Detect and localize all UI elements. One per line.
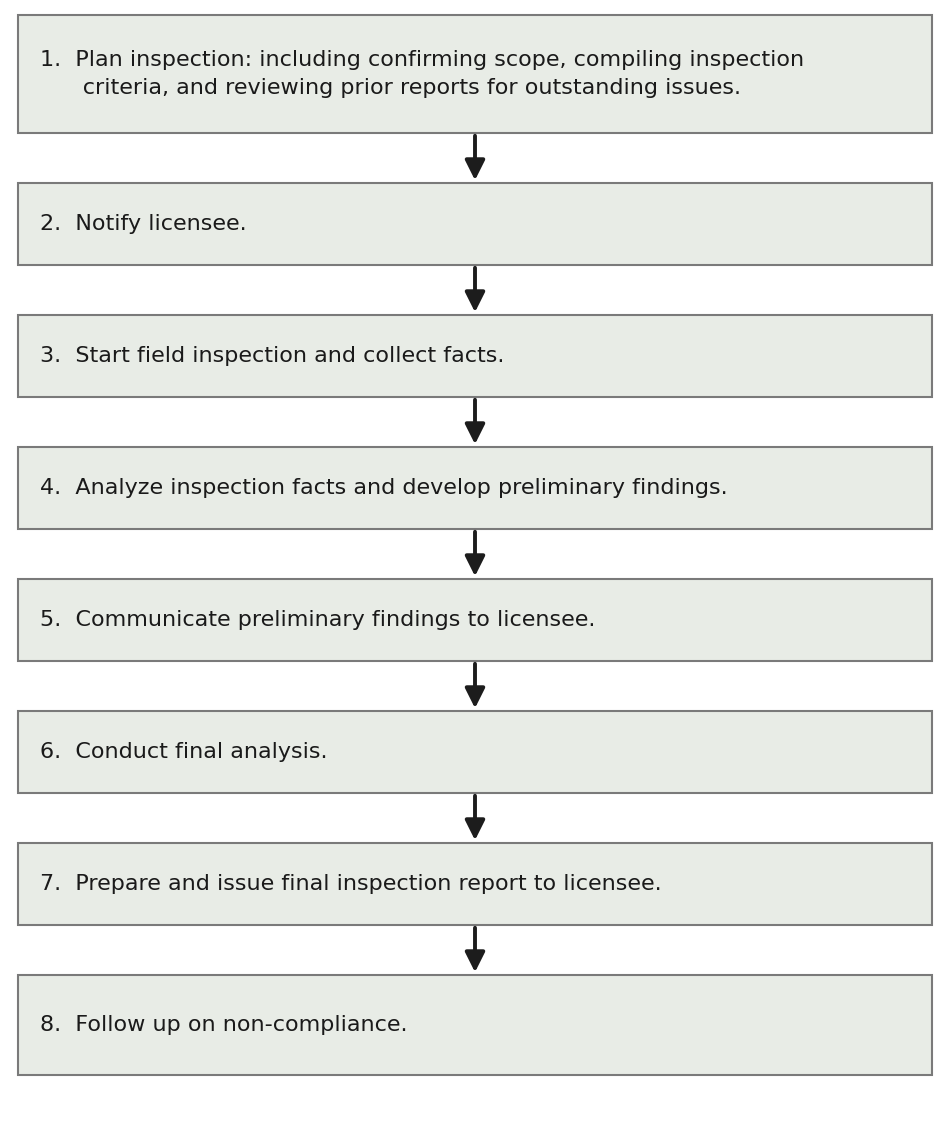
Bar	[18, 183, 932, 265]
Bar	[18, 579, 932, 661]
Text: 7.  Prepare and issue final inspection report to licensee.: 7. Prepare and issue final inspection re…	[40, 874, 661, 893]
Text: 2.  Notify licensee.: 2. Notify licensee.	[40, 214, 247, 235]
Bar	[18, 975, 932, 1075]
Text: 4.  Analyze inspection facts and develop preliminary findings.: 4. Analyze inspection facts and develop …	[40, 478, 728, 498]
Bar	[18, 315, 932, 397]
Text: 6.  Conduct final analysis.: 6. Conduct final analysis.	[40, 742, 328, 762]
Bar	[18, 712, 932, 793]
Text: 1.  Plan inspection: including confirming scope, compiling inspection
      crit: 1. Plan inspection: including confirming…	[40, 50, 804, 97]
Bar	[18, 447, 932, 529]
Text: 3.  Start field inspection and collect facts.: 3. Start field inspection and collect fa…	[40, 345, 504, 366]
Bar	[18, 15, 932, 133]
Text: 8.  Follow up on non-compliance.: 8. Follow up on non-compliance.	[40, 1015, 408, 1035]
Text: 5.  Communicate preliminary findings to licensee.: 5. Communicate preliminary findings to l…	[40, 610, 596, 630]
Bar	[18, 843, 932, 925]
